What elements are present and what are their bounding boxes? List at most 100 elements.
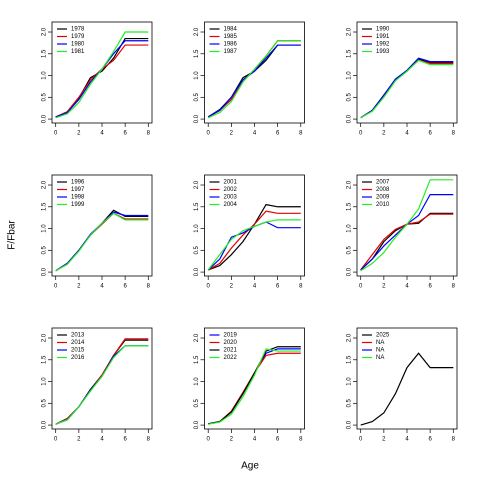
legend-label: 1980 (71, 42, 85, 48)
x-tick-label: 4 (100, 437, 104, 443)
x-tick-label: 4 (253, 284, 257, 290)
legend-label: 2003 (224, 195, 238, 201)
series-line (55, 212, 149, 272)
x-tick-label: 0 (359, 437, 363, 443)
y-tick-label: 1.5 (194, 355, 200, 364)
legend-label: 2021 (224, 348, 238, 354)
x-axis-label: Age (241, 461, 259, 472)
x-tick-label: 0 (54, 131, 58, 137)
y-tick-label: 1.5 (42, 202, 48, 211)
legend-label: 2014 (71, 340, 85, 346)
legend-label: 1992 (376, 42, 390, 48)
legend-label: 2009 (376, 195, 390, 201)
y-tick-label: 0.0 (42, 267, 48, 276)
legend-label: NA (376, 340, 384, 346)
x-tick-label: 8 (147, 437, 151, 443)
x-tick-label: 4 (405, 131, 409, 137)
y-tick-label: 0.5 (42, 92, 48, 101)
legend-label: 2007 (376, 180, 390, 186)
x-tick-label: 0 (359, 131, 363, 137)
y-tick-label: 1.5 (347, 49, 353, 58)
legend-label: 1979 (71, 34, 85, 40)
y-tick-label: 1.5 (194, 49, 200, 58)
legend-label: 1998 (71, 195, 85, 201)
series-line (55, 31, 149, 119)
series-line (207, 210, 301, 271)
legend-label: 1997 (71, 187, 85, 193)
y-tick-label: 0.0 (194, 267, 200, 276)
y-tick-label: 0.5 (194, 398, 200, 407)
y-tick-label: 1.0 (347, 377, 353, 386)
x-tick-label: 0 (54, 284, 58, 290)
legend-label: 2002 (224, 187, 238, 193)
y-tick-label: 2.0 (42, 333, 48, 342)
x-tick-label: 8 (147, 131, 151, 137)
series-line (207, 44, 301, 118)
x-tick-label: 4 (100, 131, 104, 137)
y-tick-label: 2.0 (347, 333, 353, 342)
y-tick-label: 0.5 (347, 398, 353, 407)
y-tick-label: 0.0 (347, 420, 353, 429)
y-tick-label: 2.0 (194, 27, 200, 36)
legend-label: 2020 (224, 340, 238, 346)
y-tick-label: 1.0 (42, 377, 48, 386)
legend-label: 1984 (224, 27, 238, 33)
x-tick-label: 4 (253, 131, 257, 137)
y-tick-label: 0.5 (42, 245, 48, 254)
x-tick-label: 4 (405, 284, 409, 290)
x-tick-label: 6 (123, 131, 127, 137)
x-tick-label: 2 (230, 284, 234, 290)
series-line (360, 59, 454, 119)
x-tick-label: 2 (230, 131, 234, 137)
x-tick-label: 2 (382, 437, 386, 443)
legend-label: 2004 (224, 202, 238, 208)
legend-label: 1996 (71, 180, 85, 186)
x-tick-label: 8 (452, 284, 456, 290)
x-tick-label: 4 (405, 437, 409, 443)
x-tick-label: 6 (276, 131, 280, 137)
legend-label: 2013 (71, 333, 85, 339)
y-tick-label: 1.0 (42, 224, 48, 233)
y-tick-label: 2.0 (347, 180, 353, 189)
legend-label: NA (376, 348, 384, 354)
legend-label: 1986 (224, 42, 238, 48)
x-tick-label: 2 (77, 131, 81, 137)
y-tick-label: 1.0 (42, 71, 48, 80)
y-tick-label: 1.0 (347, 71, 353, 80)
legend-label: 2025 (376, 333, 390, 339)
y-tick-label: 0.0 (42, 420, 48, 429)
series-line (55, 345, 149, 425)
y-tick-label: 0.5 (347, 245, 353, 254)
legend-label: 1978 (71, 27, 85, 33)
x-tick-label: 8 (299, 437, 303, 443)
y-tick-label: 0.0 (347, 114, 353, 123)
y-tick-label: 0.0 (42, 114, 48, 123)
legend-label: 1985 (224, 34, 238, 40)
legend-label: 2016 (71, 355, 85, 361)
y-tick-label: 2.0 (347, 27, 353, 36)
y-tick-label: 0.5 (347, 92, 353, 101)
series-line (208, 348, 301, 425)
series-line (207, 219, 301, 271)
y-tick-label: 1.5 (42, 49, 48, 58)
legend-label: 2008 (376, 187, 390, 193)
x-tick-label: 8 (299, 131, 303, 137)
y-tick-label: 0.0 (194, 420, 200, 429)
x-tick-label: 8 (147, 284, 151, 290)
x-tick-label: 6 (428, 284, 432, 290)
x-tick-label: 2 (230, 437, 234, 443)
series-line (360, 352, 454, 426)
legend-label: 1981 (71, 49, 85, 55)
x-tick-label: 8 (299, 284, 303, 290)
x-tick-label: 4 (100, 284, 104, 290)
y-tick-label: 2.0 (42, 27, 48, 36)
y-tick-label: 0.5 (194, 245, 200, 254)
legend-label: 2001 (224, 180, 238, 186)
y-tick-label: 0.0 (347, 267, 353, 276)
x-tick-label: 0 (207, 284, 211, 290)
x-tick-label: 2 (382, 131, 386, 137)
y-tick-label: 1.0 (194, 377, 200, 386)
x-tick-label: 0 (207, 131, 211, 137)
